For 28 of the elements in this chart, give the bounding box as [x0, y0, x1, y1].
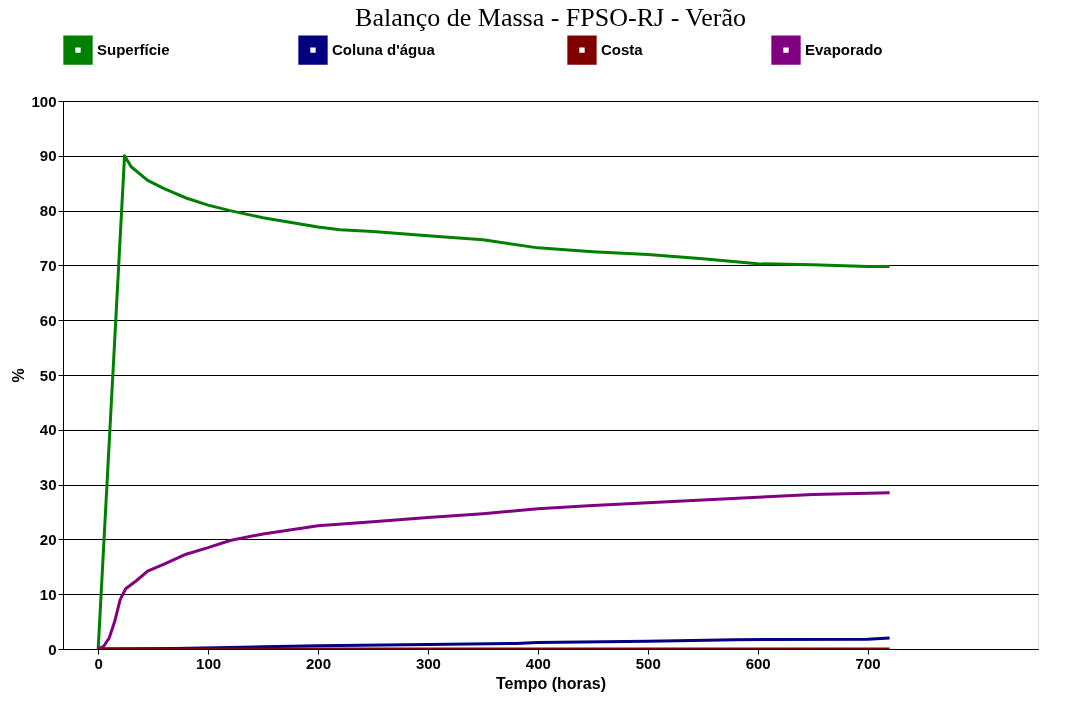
y-tick-label: 30	[39, 476, 57, 494]
legend-label: Evaporado	[805, 41, 883, 59]
y-tick-label: 10	[39, 585, 57, 603]
y-tick-label: 90	[39, 147, 57, 165]
x-tick-label: 300	[415, 654, 441, 672]
x-axis-title: Tempo (horas)	[496, 674, 606, 692]
y-tick-label: 80	[39, 202, 57, 220]
y-tick-label: 20	[39, 530, 57, 548]
y-tick-label: 50	[39, 366, 57, 384]
y-tick-label: 40	[39, 421, 57, 439]
x-tick-label: 500	[635, 654, 661, 672]
y-tick-label: 60	[39, 311, 57, 329]
y-tick-label: 0	[48, 640, 57, 658]
line-series	[96, 154, 892, 649]
y-tick-label: 70	[39, 256, 57, 274]
x-tick-label: 700	[855, 654, 881, 672]
legend-label: Costa	[601, 41, 644, 59]
x-tick-label: 600	[745, 654, 771, 672]
chart-title: Balanço de Massa - FPSO-RJ - Verão	[355, 3, 746, 32]
x-tick-label: 400	[525, 654, 551, 672]
x-tick-label: 100	[196, 654, 222, 672]
x-tick-label: 200	[306, 654, 332, 672]
x-tick-label: 0	[94, 654, 103, 672]
legend-label: Superfície	[97, 41, 170, 59]
y-axis-title: %	[10, 368, 28, 383]
line-series	[96, 491, 892, 649]
y-tick-label: 100	[31, 92, 57, 110]
legend-label: Coluna d'água	[332, 41, 436, 59]
